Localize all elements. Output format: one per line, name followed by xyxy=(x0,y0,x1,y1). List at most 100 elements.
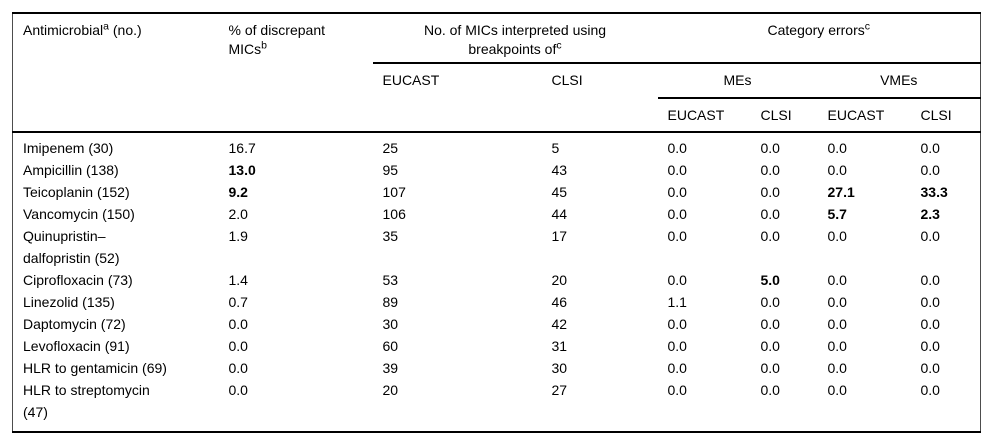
cell-value: 0.0 xyxy=(827,272,847,288)
cell-antimicrobial-name: Teicoplanin (152) xyxy=(23,184,130,200)
cell-value: 0.0 xyxy=(920,272,940,288)
cell-value: 30 xyxy=(551,360,568,376)
cell-value: 89 xyxy=(382,294,399,310)
group-header-vmes: VMEs xyxy=(817,63,981,99)
cell-value: 0.0 xyxy=(228,316,248,332)
discrepant-label: % of discrepant MICs xyxy=(228,22,326,57)
cell-value: 53 xyxy=(382,272,399,288)
cell-value: 0.0 xyxy=(920,338,940,354)
cell-value: 20 xyxy=(382,382,399,398)
cell-value: 20 xyxy=(551,272,568,288)
cell-value: 16.7 xyxy=(218,131,373,159)
antimicrobial-label: Antimicrobial xyxy=(23,22,104,38)
cell-value: 0.0 xyxy=(667,360,687,376)
cell-value: 13.0 xyxy=(228,162,256,178)
cell-value: 5.0 xyxy=(760,272,780,288)
cell-value: 0.0 xyxy=(920,228,940,244)
column-header-discrepant-mics: % of discrepant MICsb xyxy=(219,13,373,132)
cell-value: 0.0 xyxy=(667,206,687,222)
footnote-marker-c: c xyxy=(864,20,871,33)
cell-value: 0.0 xyxy=(667,316,687,332)
table-row: Imipenem (30) 16.7 25 5 0.0 0.0 0.0 0.0 xyxy=(12,131,981,159)
cell-value: 39 xyxy=(382,360,399,376)
header-row-error-columns: EUCAST CLSI EUCAST CLSI xyxy=(13,98,981,132)
table-row: Teicoplanin (152) 9.2 107 45 0.0 0.0 27.1 33.3 xyxy=(13,181,981,203)
cell-value: 0.0 xyxy=(760,316,780,332)
cell-value: 44 xyxy=(551,206,568,222)
cell-value: 0.0 xyxy=(920,360,940,376)
cell-value: 0.0 xyxy=(667,184,687,200)
cell-value: 0.0 xyxy=(750,131,818,159)
cell-value: 9.2 xyxy=(228,184,248,200)
cell-antimicrobial-name: Imipenem (30) xyxy=(12,131,219,159)
cell-value: 0.7 xyxy=(228,294,248,310)
column-header-vmes-eucast: EUCAST xyxy=(827,107,885,123)
category-errors-label: Category errors xyxy=(767,22,865,38)
cell-value: 2.3 xyxy=(920,206,940,222)
antimicrobial-label-suffix: (no.) xyxy=(108,22,142,38)
table-row: HLR to gentamicin (69) 0.0 39 30 0.0 0.0 0.0 0.… xyxy=(13,357,981,379)
cell-value: 0.0 xyxy=(827,382,847,398)
group-header-breakpoints-text: No. of MICs interpreted using breakpoint… xyxy=(410,21,620,59)
cell-value: 0.0 xyxy=(827,228,847,244)
cell-value: 0.0 xyxy=(667,272,687,288)
antimicrobial-results-table: Antimicrobiala (no.) % of discrepant MIC… xyxy=(12,12,982,433)
table-row: Ampicillin (138) 13.0 95 43 0.0 0.0 0.0 0.0 xyxy=(13,159,981,181)
cell-value: 0.0 xyxy=(827,316,847,332)
cell-value: 27 xyxy=(551,382,568,398)
cell-value: 0.0 xyxy=(228,360,248,376)
column-header-vmes-clsi: CLSI xyxy=(920,107,952,123)
cell-value: 0.0 xyxy=(760,360,780,376)
cell-value: 95 xyxy=(382,162,399,178)
cell-value: 35 xyxy=(382,228,399,244)
cell-value: 0.0 xyxy=(760,162,780,178)
cell-antimicrobial-name: Daptomycin (72) xyxy=(23,316,126,332)
table-header: Antimicrobiala (no.) % of discrepant MIC… xyxy=(13,13,981,132)
cell-value: 0.0 xyxy=(760,206,780,222)
column-header-breakpoints-eucast: EUCAST xyxy=(382,72,440,88)
cell-value: 43 xyxy=(551,162,568,178)
cell-value: 107 xyxy=(382,184,406,200)
cell-value: 106 xyxy=(382,206,406,222)
cell-value: 30 xyxy=(382,316,399,332)
cell-value: 0.0 xyxy=(827,162,847,178)
cell-value: 46 xyxy=(551,294,568,310)
group-header-category-errors: Category errorsc xyxy=(657,13,981,64)
cell-value: 0.0 xyxy=(910,131,981,159)
cell-antimicrobial-name: Vancomycin (150) xyxy=(23,206,135,222)
table-row: Daptomycin (72) 0.0 30 42 0.0 0.0 0.0 0.0 xyxy=(13,313,981,335)
cell-antimicrobial-name: HLR to gentamicin (69) xyxy=(23,360,167,376)
cell-value: 1.1 xyxy=(667,294,687,310)
cell-value: 0.0 xyxy=(827,294,847,310)
cell-antimicrobial-name: Ciprofloxacin (73) xyxy=(23,272,133,288)
cell-value: 45 xyxy=(551,184,568,200)
table-row: Linezolid (135) 0.7 89 46 1.1 0.0 0.0 0.0 xyxy=(13,291,981,313)
cell-value: 60 xyxy=(382,338,399,354)
cell-value: 33.3 xyxy=(920,184,948,200)
cell-value: 0.0 xyxy=(657,131,751,159)
cell-value: 0.0 xyxy=(920,382,940,398)
cell-value: 0.0 xyxy=(228,338,248,354)
cell-antimicrobial-name: Levofloxacin (91) xyxy=(23,338,130,354)
cell-value: 0.0 xyxy=(760,294,780,310)
table-row: Vancomycin (150) 2.0 106 44 0.0 0.0 5.7 2.3 xyxy=(13,203,981,225)
cell-value: 17 xyxy=(551,228,568,244)
column-header-breakpoints-clsi: CLSI xyxy=(551,72,583,88)
cell-value: 0.0 xyxy=(760,228,780,244)
cell-value: 0.0 xyxy=(760,338,780,354)
cell-antimicrobial-name: Ampicillin (138) xyxy=(23,162,119,178)
cell-value: 5.7 xyxy=(827,206,847,222)
cell-value: 0.0 xyxy=(817,131,911,159)
cell-value: 0.0 xyxy=(827,338,847,354)
cell-value: 27.1 xyxy=(827,184,855,200)
footnote-marker-b: b xyxy=(261,39,268,52)
table-row: Levofloxacin (91) 0.0 60 31 0.0 0.0 0.0 0.0 xyxy=(13,335,981,357)
cell-value: 1.9 xyxy=(228,228,248,244)
footnote-marker-a: a xyxy=(103,20,109,33)
cell-value: 2.0 xyxy=(228,206,248,222)
footnote-marker-c: c xyxy=(556,39,562,52)
cell-value: 0.0 xyxy=(760,184,780,200)
cell-value: 0.0 xyxy=(920,162,940,178)
cell-value: 0.0 xyxy=(667,162,687,178)
